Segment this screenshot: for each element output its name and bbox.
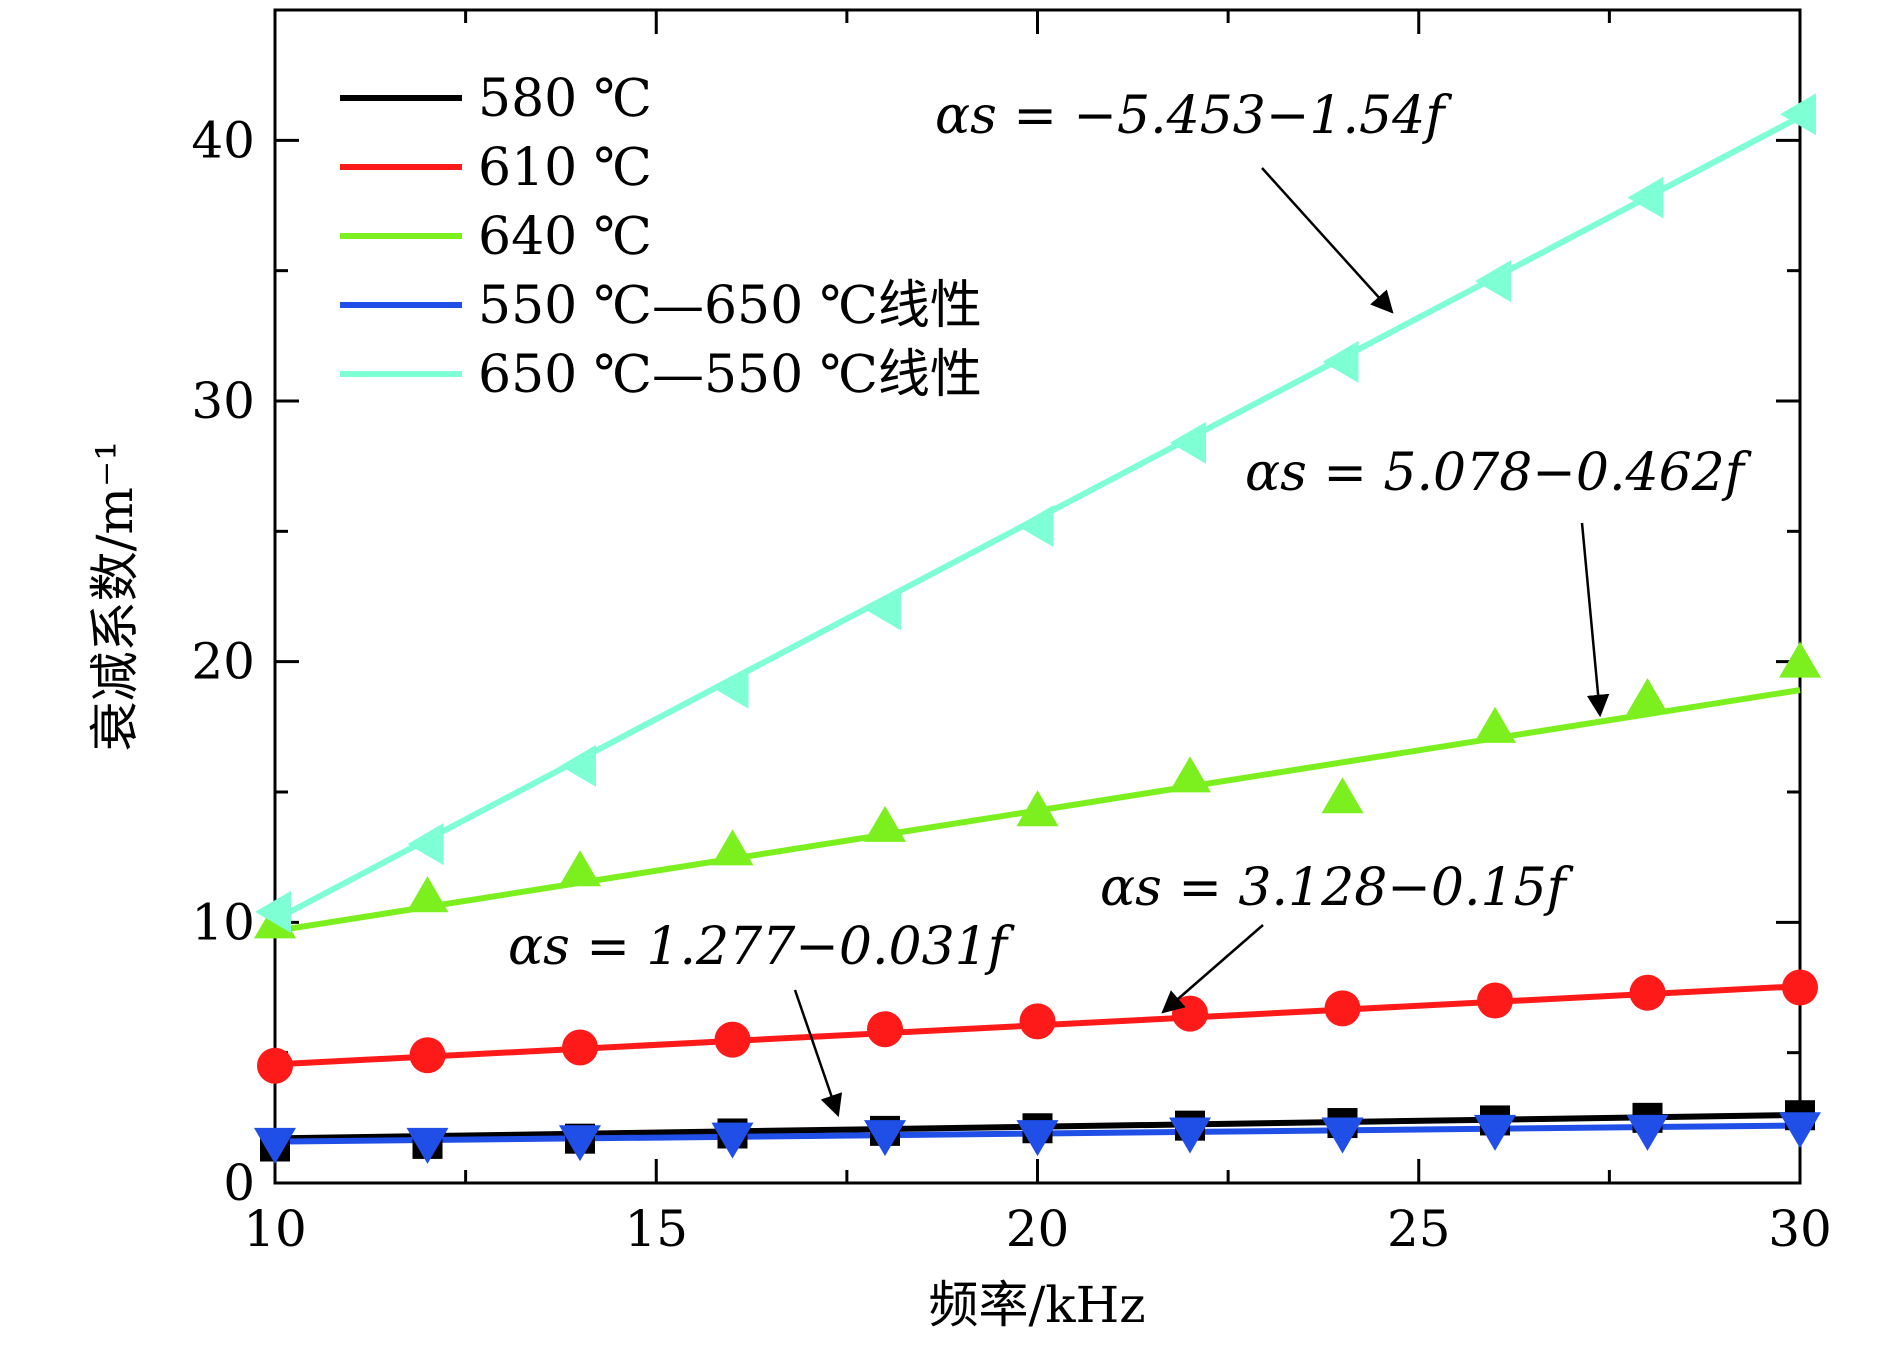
y-axis-title: 衰减系数/m⁻¹	[86, 441, 144, 752]
y-tick-label: 20	[191, 633, 255, 691]
data-point	[1475, 260, 1511, 303]
data-point	[711, 1122, 754, 1159]
data-point	[1017, 505, 1054, 548]
data-point	[1474, 1114, 1516, 1151]
fit-equation-label: αs = 1.277−0.031f	[508, 917, 1015, 977]
legend-label: 610 ℃	[478, 138, 652, 198]
x-tick-label: 30	[1768, 1200, 1832, 1258]
data-point	[1169, 1117, 1211, 1154]
annotations: αs = −5.453−1.54f αs = 5.078−0.462f αs = 3…	[508, 86, 1752, 1118]
data-point	[1474, 706, 1516, 743]
data-point	[1779, 1112, 1821, 1149]
legend: 580 ℃ 610 ℃ 640 ℃ 550 ℃—650 ℃线性 650 ℃—550 ℃线…	[340, 69, 982, 405]
series-markers	[254, 1112, 1821, 1164]
data-point	[1629, 974, 1666, 1011]
data-point	[562, 1029, 598, 1066]
x-axis-title: 频率/kHz	[928, 1276, 1145, 1334]
data-markers	[254, 93, 1821, 1164]
data-point	[1324, 990, 1361, 1027]
legend-label: 640 ℃	[478, 207, 652, 267]
y-tick-label: 30	[191, 372, 255, 430]
data-point	[712, 666, 749, 709]
x-tick-label: 15	[624, 1200, 688, 1258]
y-tick-label: 40	[191, 111, 255, 169]
legend-label: 650 ℃—550 ℃线性	[478, 345, 982, 405]
data-point	[1322, 340, 1359, 383]
data-point	[1626, 678, 1669, 715]
data-point	[1626, 1114, 1669, 1151]
data-point	[1782, 969, 1818, 1006]
fit-equation-label: αs = 5.078−0.462f	[1245, 443, 1752, 503]
legend-label: 580 ℃	[478, 69, 652, 129]
data-point	[714, 1021, 751, 1058]
data-point	[1321, 1117, 1364, 1154]
data-point	[711, 829, 754, 866]
data-point	[864, 805, 906, 842]
annotation-arrow	[1261, 167, 1394, 314]
data-point	[1169, 756, 1211, 793]
data-point	[406, 1127, 449, 1164]
fit-equation-label: αs = −5.453−1.54f	[935, 86, 1452, 146]
data-point	[559, 850, 601, 887]
data-point	[1016, 1120, 1059, 1157]
data-point	[407, 823, 444, 866]
series-markers	[257, 969, 1818, 1084]
data-point	[1170, 421, 1206, 464]
data-point	[1477, 982, 1513, 1019]
x-tick-label: 10	[243, 1200, 307, 1258]
y-tick-label: 10	[191, 893, 255, 951]
data-point	[1019, 1003, 1056, 1040]
data-point	[409, 1037, 446, 1074]
series-markers	[254, 641, 1821, 939]
x-tick-label: 20	[1006, 1200, 1070, 1258]
data-point	[1016, 790, 1059, 827]
annotation-arrow	[1161, 924, 1264, 1014]
series-markers	[255, 93, 1816, 933]
data-point	[1321, 777, 1364, 814]
data-point	[1627, 176, 1664, 219]
data-point	[257, 1047, 293, 1084]
data-point	[864, 1120, 906, 1157]
x-tick-label: 25	[1387, 1200, 1451, 1258]
data-point	[1779, 641, 1821, 678]
data-point	[1780, 93, 1816, 136]
data-point	[560, 744, 596, 787]
data-point	[255, 890, 291, 933]
annotation-arrow	[1580, 522, 1610, 718]
legend-label: 550 ℃—650 ℃线性	[478, 276, 982, 336]
data-point	[406, 876, 449, 913]
data-point	[254, 1127, 296, 1164]
data-point	[559, 1125, 601, 1162]
fit-equation-label: αs = 3.128−0.15f	[1100, 858, 1574, 918]
data-point	[865, 588, 901, 631]
fit-lines	[273, 114, 1802, 1145]
y-tick-label: 0	[223, 1154, 255, 1212]
annotation-arrow	[793, 989, 843, 1118]
data-point	[867, 1011, 903, 1048]
